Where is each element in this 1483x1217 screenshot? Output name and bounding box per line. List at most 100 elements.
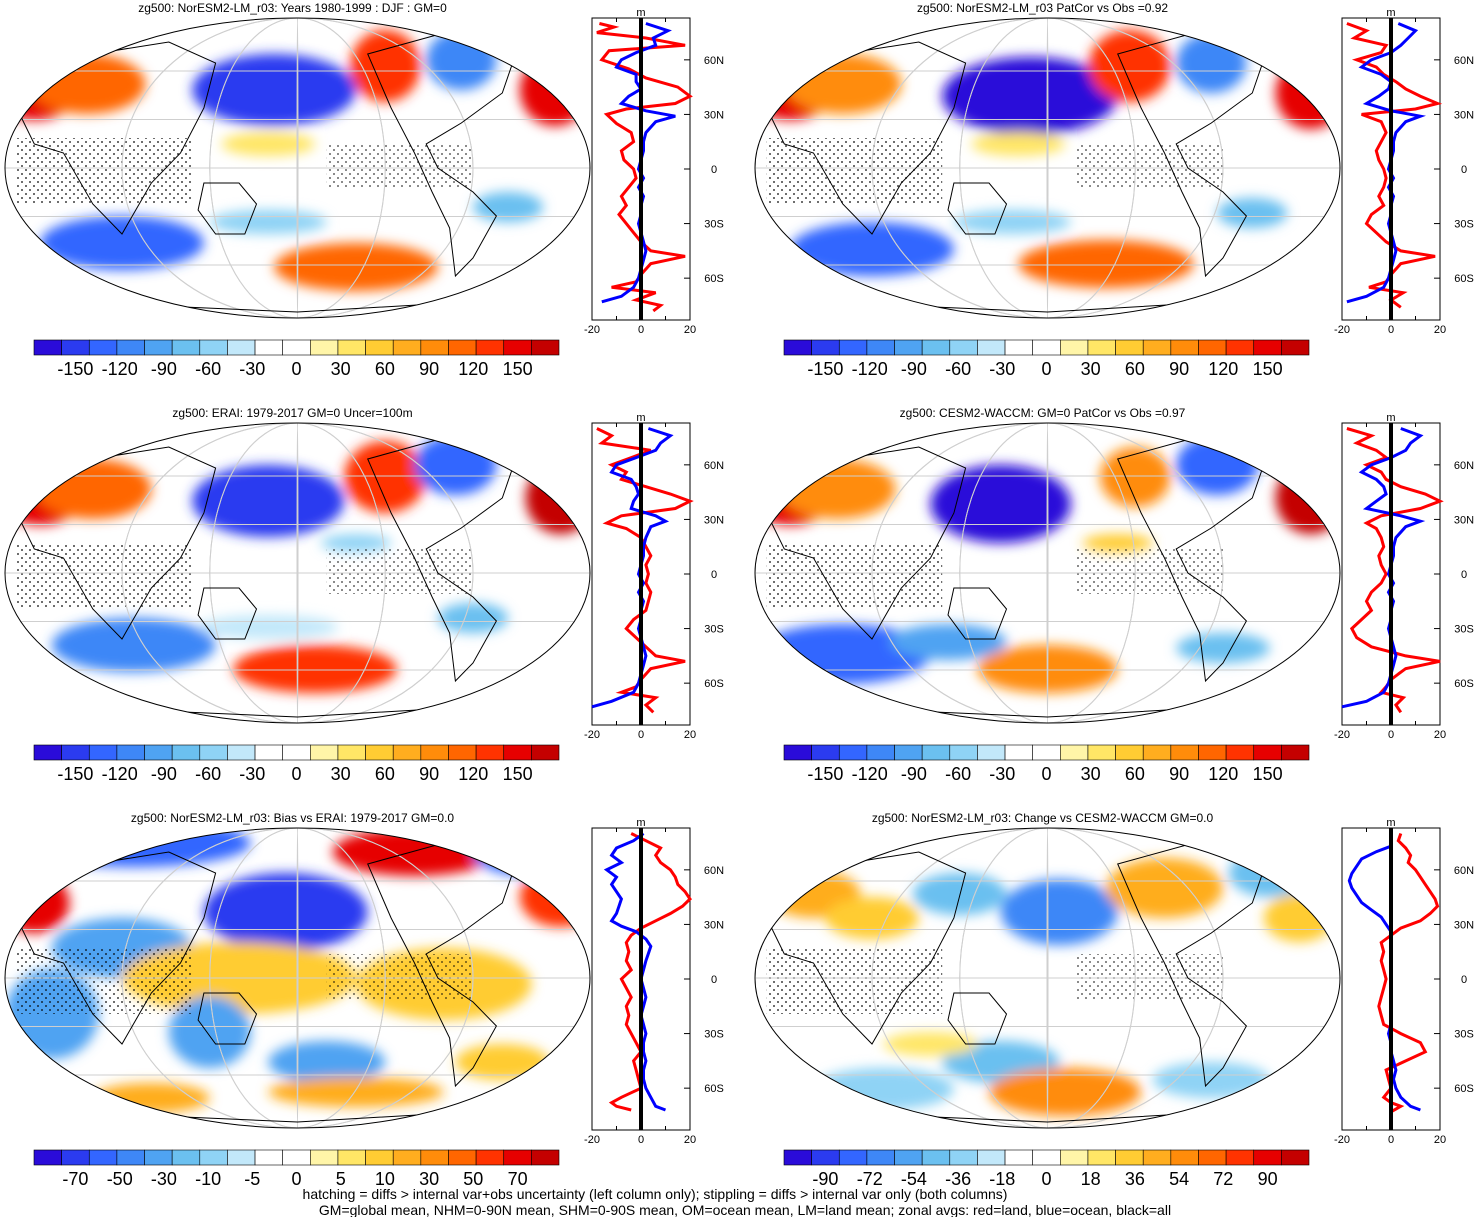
colorbar-tick-label: 18 <box>1081 1169 1101 1189</box>
colorbar-tick-label: 70 <box>508 1169 528 1189</box>
colorbar-swatch <box>894 1149 923 1166</box>
colorbar-swatch <box>503 744 532 761</box>
zonal-lat-tick-label: 60N <box>704 460 724 472</box>
colorbar-swatch <box>33 744 62 761</box>
colorbar-swatch <box>227 744 256 761</box>
colorbar-swatch <box>420 339 449 356</box>
colorbar-tick-label: -60 <box>195 359 221 379</box>
colorbar-swatch <box>1170 1149 1199 1166</box>
colorbar-swatch <box>1225 339 1255 356</box>
colorbar-swatch <box>282 744 311 761</box>
colorbar-swatch <box>1032 1149 1061 1166</box>
colorbar-swatch <box>254 339 283 356</box>
colorbar-swatch <box>310 744 339 761</box>
colorbar-swatch <box>1281 1149 1310 1166</box>
panel-6: zg500: NorESM2-LM_r03: Change vs CESM2-W… <box>754 811 1474 1189</box>
colorbar-tick-label: 60 <box>375 359 395 379</box>
colorbar-swatch <box>171 744 201 761</box>
colorbar-tick-label: 0 <box>291 359 301 379</box>
colorbar-swatch <box>1032 339 1061 356</box>
colorbar-tick-label: -90 <box>151 764 177 784</box>
colorbar-tick-label: -30 <box>151 1169 177 1189</box>
zonal-x-tick-label: 20 <box>684 729 696 741</box>
zonal-x-tick-label: 0 <box>638 729 644 741</box>
colorbar-tick-label: -36 <box>945 1169 971 1189</box>
colorbar-tick-label: 30 <box>419 1169 439 1189</box>
zonal-x-tick-label: -20 <box>584 729 600 741</box>
colorbar-swatch <box>392 339 422 356</box>
colorbar-swatch <box>1142 1149 1172 1166</box>
map-field <box>755 423 1340 723</box>
colorbar-swatch <box>1087 1149 1116 1166</box>
colorbar-swatch <box>503 1149 532 1166</box>
panel-5: zg500: NorESM2-LM_r03: Bias vs ERAI: 197… <box>4 811 724 1189</box>
colorbar-swatch <box>88 1149 118 1166</box>
colorbar-tick-label: -150 <box>57 764 93 784</box>
colorbar-tick-label: 90 <box>1258 1169 1278 1189</box>
panel-title: zg500: NorESM2-LM_r03 PatCor vs Obs =0.9… <box>917 1 1168 15</box>
colorbar-swatch <box>282 1149 311 1166</box>
colorbar-tick-label: -60 <box>945 764 971 784</box>
colorbar-swatch <box>171 1149 201 1166</box>
zonal-x-tick-label: 20 <box>1434 1134 1446 1146</box>
zonal-lat-tick-label: 30N <box>1454 919 1474 931</box>
colorbar-tick-label: 0 <box>1041 359 1051 379</box>
colorbar-swatch <box>310 1149 339 1166</box>
colorbar-swatch <box>531 744 560 761</box>
map-frame <box>754 17 1341 319</box>
panel-1: zg500: NorESM2-LM_r03: Years 1980-1999 :… <box>4 1 724 379</box>
colorbar-swatch <box>1198 744 1227 761</box>
zonal-lat-tick-label: 60N <box>704 55 724 67</box>
colorbar-swatch <box>1115 744 1144 761</box>
colorbar-swatch <box>227 1149 256 1166</box>
colorbar-tick-label: -10 <box>195 1169 221 1189</box>
colorbar-swatch <box>838 744 868 761</box>
panel-title: zg500: NorESM2-LM_r03: Years 1980-1999 :… <box>138 1 447 15</box>
colorbar-swatch <box>1170 744 1199 761</box>
colorbar-swatch <box>838 339 868 356</box>
colorbar-swatch <box>866 339 895 356</box>
colorbar-swatch <box>144 339 173 356</box>
colorbar-swatch <box>254 1149 283 1166</box>
colorbar-swatch <box>420 1149 449 1166</box>
colorbar-tick-label: -54 <box>901 1169 927 1189</box>
colorbar-swatch <box>199 744 228 761</box>
colorbar-swatch <box>866 1149 895 1166</box>
footer-line-1: hatching = diffs > internal var+obs unce… <box>303 1186 1008 1202</box>
colorbar-tick-label: 90 <box>1169 764 1189 784</box>
colorbar-swatch <box>1281 339 1310 356</box>
zonal-lat-tick-label: 30N <box>704 109 724 121</box>
zonal-unit-label: m <box>1386 817 1395 829</box>
colorbar-swatch <box>949 339 978 356</box>
map-frame <box>4 17 591 319</box>
colorbar-tick-label: 36 <box>1125 1169 1145 1189</box>
colorbar-tick-label: 150 <box>1253 359 1283 379</box>
colorbar-tick-label: -30 <box>239 764 265 784</box>
colorbar-tick-label: 54 <box>1169 1169 1189 1189</box>
map-field <box>755 828 1340 1128</box>
colorbar-tick-label: 30 <box>1081 764 1101 784</box>
colorbar-swatch <box>199 1149 228 1166</box>
colorbar-swatch <box>337 339 366 356</box>
zonal-lat-tick-label: 0 <box>711 569 717 581</box>
colorbar-swatch <box>337 744 366 761</box>
colorbar-swatch <box>116 339 145 356</box>
colorbar-swatch <box>783 339 812 356</box>
colorbar-swatch <box>88 339 118 356</box>
zonal-land-line <box>1377 833 1440 1114</box>
colorbar-swatch <box>1198 339 1227 356</box>
panel-title: zg500: NorESM2-LM_r03: Bias vs ERAI: 197… <box>131 811 454 825</box>
panel-2: zg500: NorESM2-LM_r03 PatCor vs Obs =0.9… <box>754 1 1474 379</box>
colorbar-swatch <box>475 339 505 356</box>
colorbar-tick-label: 72 <box>1213 1169 1233 1189</box>
zonal-lat-tick-label: 60S <box>1454 273 1474 285</box>
map-frame <box>4 422 591 724</box>
colorbar-tick-label: 90 <box>1169 359 1189 379</box>
colorbar-swatch <box>531 339 560 356</box>
zonal-ocean-line <box>1341 427 1426 709</box>
colorbar-swatch <box>227 339 256 356</box>
zonal-x-tick-label: 20 <box>1434 729 1446 741</box>
colorbar-swatch <box>199 339 228 356</box>
zonal-lat-tick-label: 0 <box>711 974 717 986</box>
zonal-lat-tick-label: 60N <box>704 865 724 877</box>
